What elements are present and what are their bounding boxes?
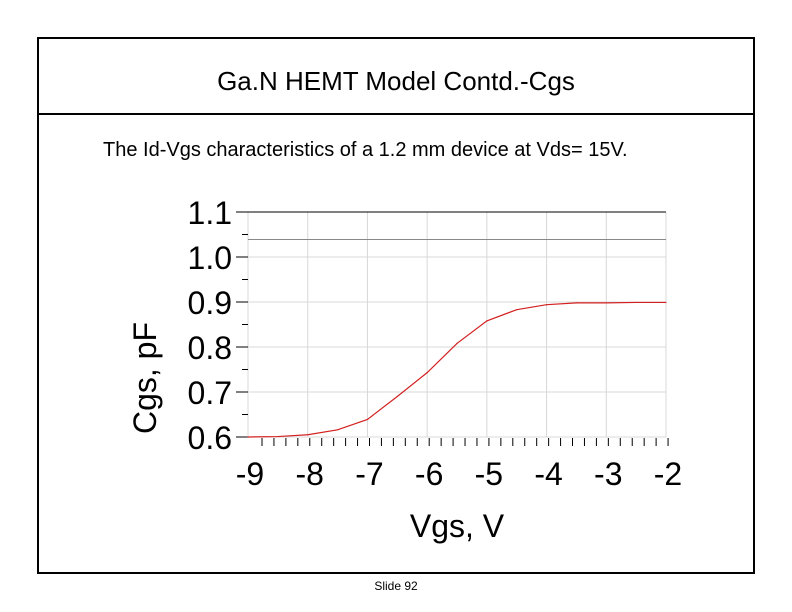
chart-series [247,301,667,438]
y-tick-label: 0.8 [188,330,232,366]
cgs-data-point [605,302,607,304]
slide-footer: Slide 92 [374,579,418,593]
cgs-data-point [307,434,309,436]
x-tick-label: -9 [236,456,264,492]
chart-ticks [236,211,669,446]
cgs-series-line [247,301,666,438]
y-tick-label: 1.0 [188,240,232,276]
x-tick-label: -2 [654,456,682,492]
cgs-data-point [456,342,458,344]
y-axis-label: Cgs, pF [127,322,163,434]
slide-subtitle: The Id-Vgs characteristics of a 1.2 mm d… [103,139,628,161]
cgs-data-point [635,301,637,304]
cgs-data-point [277,435,279,438]
cgs-data-point [575,302,578,304]
x-tick-label: -8 [295,456,323,492]
y-tick-label: 0.6 [188,420,232,456]
cgs-data-point [426,372,428,374]
cgs-data-point [336,429,339,431]
x-tick-label: -5 [475,456,503,492]
chart-grid [247,211,667,438]
y-tick-label: 0.9 [188,285,232,321]
y-tick-label: 0.7 [188,375,232,411]
chart-axes [248,211,666,240]
x-tick-label: -6 [415,456,443,492]
cgs-data-point [247,436,249,438]
cgs-data-point [545,304,548,306]
cgs-data-point [396,395,398,398]
x-tick-label: -4 [534,456,562,492]
slide-title: Ga.N HEMT Model Contd.-Cgs [217,66,575,96]
x-tick-label: -3 [594,456,622,492]
cgs-data-point [486,320,488,322]
x-axis-label: Vgs, V [410,508,505,544]
cgs-data-point [366,418,369,421]
slide-frame: Ga.N HEMT Model Contd.-Cgs [37,37,755,574]
cgs-data-point [516,309,518,311]
title-bar: Ga.N HEMT Model Contd.-Cgs [39,39,753,115]
x-tick-label: -7 [355,456,383,492]
y-tick-label: 1.1 [188,195,232,231]
cgs-data-point [665,301,667,304]
chart-labels: 1.1 1.0 0.9 0.8 0.7 0.6-9 -8 -7 -6 -5 -4 -3 -2 Vgs, V… [127,195,682,544]
